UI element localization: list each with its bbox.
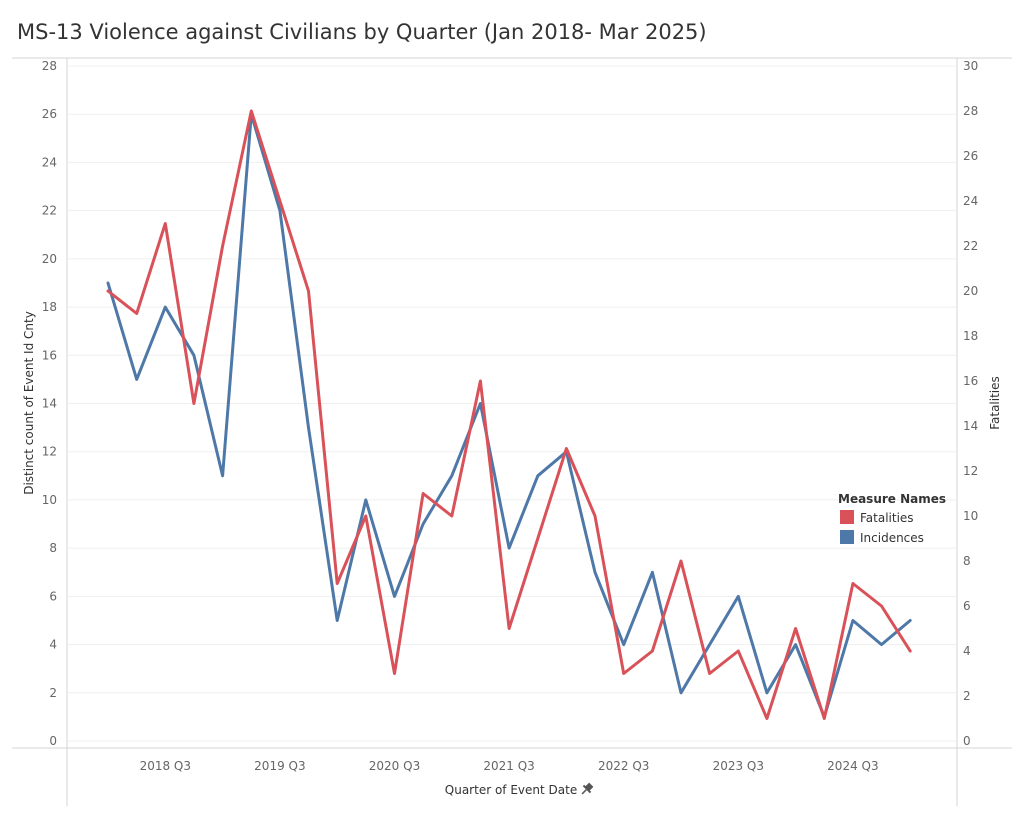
left-axis-title: Distinct count of Event Id Cnty (22, 311, 36, 495)
left-tick-label: 20 (42, 252, 57, 266)
left-tick-label: 4 (49, 638, 57, 652)
x-tick-label: 2018 Q3 (140, 759, 191, 773)
right-tick-label: 18 (963, 329, 978, 343)
right-tick-label: 14 (963, 419, 978, 433)
left-tick-label: 14 (42, 397, 57, 411)
left-tick-label: 6 (49, 589, 57, 603)
x-axis-ticks: 2018 Q3 2019 Q3 2020 Q3 2021 Q3 2022 Q3 2023 … (140, 759, 879, 773)
right-tick-label: 16 (963, 374, 978, 388)
legend-item-incidences[interactable]: Incidences (840, 530, 924, 545)
left-tick-label: 16 (42, 348, 57, 362)
series-lines (106, 109, 912, 720)
series-line-incidences[interactable] (106, 112, 912, 719)
right-tick-label: 0 (963, 734, 971, 748)
left-tick-label: 18 (42, 300, 57, 314)
left-tick-label: 2 (49, 686, 57, 700)
right-tick-label: 24 (963, 194, 978, 208)
x-axis-title: Quarter of Event Date (445, 783, 577, 797)
series-line-fatalities[interactable] (106, 109, 912, 720)
x-axis-title-group: Quarter of Event Date (445, 781, 595, 797)
x-tick-label: 2020 Q3 (369, 759, 420, 773)
right-tick-label: 26 (963, 149, 978, 163)
left-tick-label: 12 (42, 445, 57, 459)
legend-swatch-fatalities (840, 510, 854, 524)
right-tick-label: 10 (963, 509, 978, 523)
left-tick-label: 26 (42, 107, 57, 121)
right-tick-label: 4 (963, 644, 971, 658)
right-tick-label: 6 (963, 599, 971, 613)
legend: Measure Names Fatalities Incidences (838, 492, 946, 545)
left-tick-label: 24 (42, 155, 57, 169)
left-tick-label: 0 (49, 734, 57, 748)
left-tick-label: 22 (42, 204, 57, 218)
x-tick-label: 2021 Q3 (483, 759, 534, 773)
right-axis-title: Fatalities (988, 376, 1002, 430)
pin-icon[interactable] (579, 781, 595, 797)
chart-frame (12, 57, 1012, 806)
left-tick-label: 10 (42, 493, 57, 507)
legend-item-fatalities[interactable]: Fatalities (840, 510, 914, 525)
x-tick-label: 2022 Q3 (598, 759, 649, 773)
right-tick-label: 22 (963, 239, 978, 253)
right-tick-label: 30 (963, 59, 978, 73)
right-tick-label: 2 (963, 689, 971, 703)
legend-label-incidences: Incidences (860, 531, 924, 545)
left-tick-label: 28 (42, 59, 57, 73)
right-tick-label: 8 (963, 554, 971, 568)
left-tick-label: 8 (49, 541, 57, 555)
right-tick-label: 20 (963, 284, 978, 298)
right-tick-label: 12 (963, 464, 978, 478)
legend-swatch-incidences (840, 530, 854, 544)
x-tick-label: 2024 Q3 (827, 759, 878, 773)
legend-title: Measure Names (838, 492, 946, 506)
gridlines (67, 65, 957, 742)
right-tick-label: 28 (963, 104, 978, 118)
legend-label-fatalities: Fatalities (860, 511, 914, 525)
chart-title: MS-13 Violence against Civilians by Quar… (17, 20, 707, 44)
x-tick-label: 2019 Q3 (254, 759, 305, 773)
x-tick-label: 2023 Q3 (713, 759, 764, 773)
